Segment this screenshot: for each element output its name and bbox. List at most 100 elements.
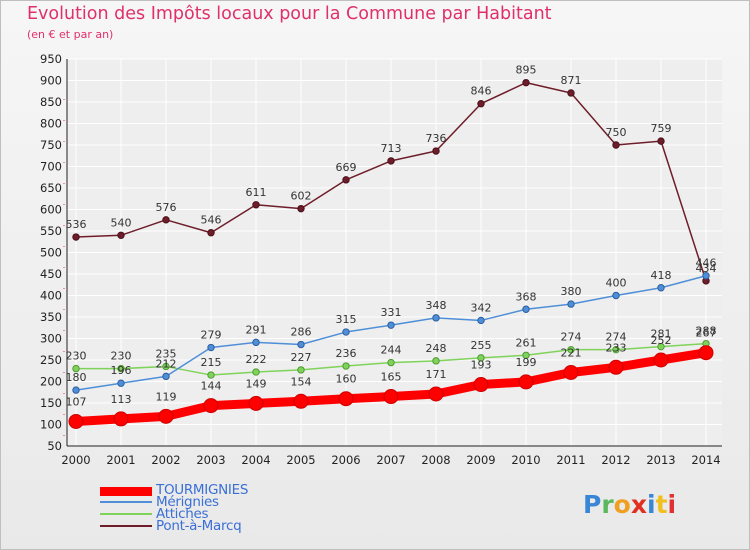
- data-point-m-rignies: [567, 300, 575, 308]
- data-label-tourmignies: 252: [651, 334, 672, 347]
- data-point-tourmignies: [203, 398, 219, 414]
- data-point-tourmignies: [563, 364, 579, 380]
- data-point-attiches: [342, 362, 350, 370]
- data-label-attiches: 274: [561, 331, 582, 344]
- y-tick-label: 800: [40, 117, 62, 131]
- data-label-attiches: 288: [696, 325, 717, 338]
- x-tick-label: 2011: [556, 453, 585, 467]
- data-point-attiches: [387, 358, 395, 367]
- data-point-pont-marcq: [252, 201, 260, 209]
- data-label-tourmignies: 233: [606, 341, 627, 354]
- data-point-m-rignies: [657, 284, 665, 292]
- data-point-tourmignies: [653, 352, 669, 368]
- data-point-pont-marcq: [432, 147, 440, 155]
- logo-letter: t: [655, 490, 668, 519]
- data-point-tourmignies: [158, 408, 174, 424]
- x-tick-label: 2013: [646, 453, 675, 467]
- data-label-attiches: 227: [291, 351, 312, 364]
- chart-title: Evolution des Impôts locaux pour la Comm…: [27, 4, 552, 24]
- data-point-tourmignies: [383, 389, 399, 405]
- legend-item-tourmignies: TOURMIGNIES: [100, 482, 320, 498]
- data-point-tourmignies: [293, 393, 309, 409]
- data-point-m-rignies: [522, 305, 530, 313]
- data-label-m-rignies: 342: [471, 301, 492, 314]
- logo-letter: r: [601, 490, 614, 519]
- data-label-pont-marcq: 576: [156, 201, 177, 214]
- data-label-m-rignies: 331: [381, 306, 402, 319]
- data-label-m-rignies: 400: [606, 277, 627, 290]
- data-point-attiches: [162, 362, 170, 371]
- x-tick-label: 2006: [331, 453, 360, 467]
- logo-letter: o: [613, 490, 631, 519]
- data-point-m-rignies: [162, 372, 170, 381]
- y-tick-label: 700: [40, 160, 62, 174]
- data-point-tourmignies: [608, 359, 624, 375]
- data-point-m-rignies: [702, 272, 710, 280]
- data-point-attiches: [207, 371, 215, 379]
- data-label-attiches: 235: [156, 347, 177, 360]
- data-label-pont-marcq: 759: [651, 122, 672, 135]
- data-label-pont-marcq: 602: [291, 190, 312, 203]
- x-tick-label: 2005: [286, 453, 315, 467]
- data-label-attiches: 222: [246, 353, 267, 366]
- y-tick-label: 500: [40, 246, 62, 260]
- data-point-attiches: [612, 345, 620, 354]
- data-point-m-rignies: [207, 343, 215, 352]
- data-point-attiches: [522, 351, 530, 359]
- data-point-pont-marcq: [342, 176, 350, 184]
- data-label-attiches: 274: [606, 331, 627, 344]
- data-label-pont-marcq: 750: [606, 126, 627, 139]
- data-label-attiches: 248: [426, 342, 447, 355]
- data-label-attiches: 215: [201, 356, 222, 369]
- data-label-m-rignies: 180: [66, 371, 87, 384]
- data-point-attiches: [432, 357, 440, 365]
- data-label-pont-marcq: 669: [336, 161, 357, 174]
- data-label-pont-marcq: 713: [381, 142, 402, 155]
- data-label-attiches: 230: [111, 350, 132, 363]
- y-tick-label: 450: [40, 267, 62, 281]
- legend: TOURMIGNIES Mérignies Attiches Pont-à-Ma…: [100, 482, 320, 534]
- data-point-attiches: [567, 345, 575, 354]
- data-label-tourmignies: 154: [291, 375, 312, 388]
- data-label-pont-marcq: 434: [696, 262, 717, 275]
- data-label-tourmignies: 119: [156, 390, 177, 403]
- x-tick-label: 2000: [61, 453, 90, 467]
- logo-letter: P: [583, 490, 602, 519]
- data-point-pont-marcq: [72, 233, 80, 241]
- data-point-m-rignies: [297, 340, 305, 349]
- logo-letter: i: [667, 490, 677, 519]
- data-point-m-rignies: [252, 338, 260, 347]
- x-tick-label: 2008: [421, 453, 450, 467]
- y-tick-label: 150: [40, 396, 62, 410]
- data-label-pont-marcq: 871: [561, 74, 582, 87]
- data-label-tourmignies: 221: [561, 346, 582, 359]
- data-point-m-rignies: [612, 291, 620, 300]
- data-label-m-rignies: 380: [561, 285, 582, 298]
- y-tick-label: 650: [40, 181, 62, 195]
- data-label-m-rignies: 279: [201, 329, 222, 342]
- data-point-pont-marcq: [477, 100, 485, 108]
- data-point-m-rignies: [387, 321, 395, 329]
- legend-item-pont-a-marcq: Pont-à-Marcq: [100, 518, 320, 534]
- data-point-pont-marcq: [117, 231, 125, 240]
- data-point-m-rignies: [117, 379, 125, 387]
- grid-layer: [67, 58, 722, 447]
- legend-label: TOURMIGNIES: [156, 482, 249, 498]
- data-point-tourmignies: [113, 411, 129, 427]
- data-label-attiches: 261: [516, 336, 537, 349]
- data-point-attiches: [477, 354, 485, 362]
- y-tick-label: 350: [40, 310, 62, 324]
- series-layer: [68, 78, 714, 429]
- data-point-pont-marcq: [522, 78, 530, 87]
- legend-swatch: [100, 513, 152, 515]
- data-label-m-rignies: 286: [291, 326, 312, 339]
- data-label-pont-marcq: 540: [111, 216, 132, 229]
- y-tick-label: 750: [40, 138, 62, 152]
- data-point-pont-marcq: [387, 157, 395, 165]
- y-tick-label: 950: [40, 52, 62, 66]
- data-point-tourmignies: [518, 374, 534, 390]
- x-tick-label: 2003: [196, 453, 225, 467]
- x-tick-label: 2014: [691, 453, 720, 467]
